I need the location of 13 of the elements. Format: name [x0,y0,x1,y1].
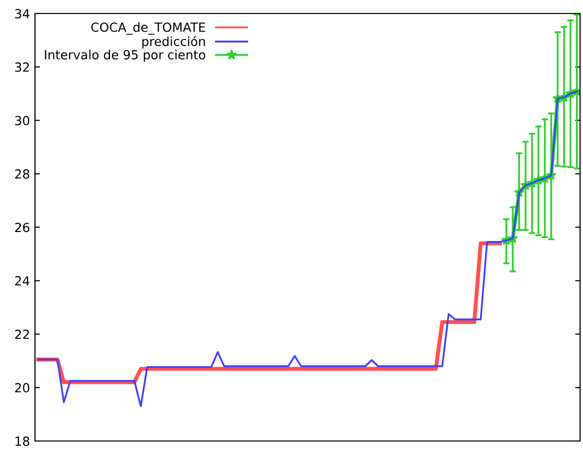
legend-label: Intervalo de 95 por ciento [44,50,206,62]
y-tick-label: 24 [15,276,30,286]
y-tick-label: 26 [15,222,30,232]
y-tick-label: 32 [15,62,29,72]
legend-label: COCA_de_TOMATE [91,22,206,35]
y-tick-label: 18 [16,436,30,446]
y-tick-label: 30 [15,116,30,126]
legend-label: predicción [142,36,205,49]
y-tick-label: 28 [15,169,30,179]
line-series [36,241,502,384]
y-tick-label: 20 [15,383,30,392]
y-tick-label: 22 [15,330,29,339]
y-tick-label: 34 [15,8,30,18]
